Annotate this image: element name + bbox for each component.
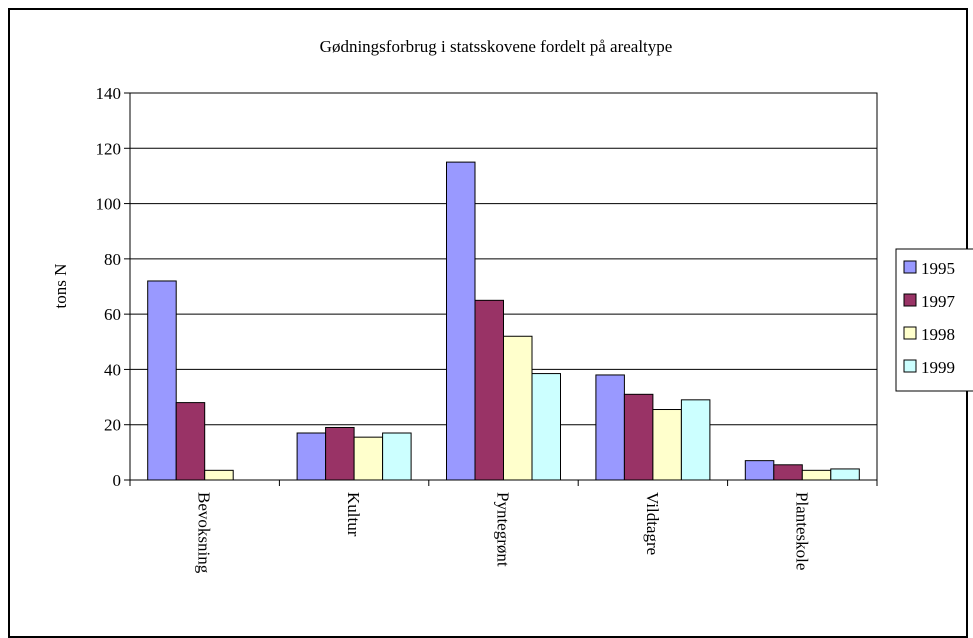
bar-1999-2 <box>382 432 412 481</box>
x-tick-label: Vildtagre <box>643 492 662 555</box>
x-tick-label: Kultur <box>344 492 363 537</box>
y-tick-label: 80 <box>104 250 121 269</box>
bar-1995-4 <box>595 374 625 481</box>
legend-swatch <box>903 326 917 340</box>
y-tick-label: 0 <box>113 471 122 490</box>
x-tick-label: Planteskole <box>792 492 811 570</box>
y-tick-label: 140 <box>96 84 122 103</box>
legend-swatch <box>903 359 917 373</box>
legend-swatch <box>903 293 917 307</box>
bar-1999-4 <box>680 399 711 481</box>
bar-1997-1 <box>175 402 206 481</box>
bar-1999-3 <box>531 373 561 481</box>
y-tick-label: 20 <box>104 416 121 435</box>
legend-label: 1997 <box>921 292 956 311</box>
bar-1995-2 <box>296 432 327 481</box>
plot-area: 0 20 40 60 80 100 120 140 Bevoksning Kultur Pynteg… <box>96 84 878 574</box>
legend-label: 1998 <box>921 325 955 344</box>
bar-1998-3 <box>503 335 533 481</box>
y-tick-label: 40 <box>104 360 121 379</box>
legend: 1995 1997 1998 1999 <box>895 248 973 392</box>
y-axis-title: tons N <box>51 264 70 309</box>
bar-1998-1 <box>204 469 234 481</box>
bar-1999-5 <box>830 468 860 481</box>
x-tick-label: Bevoksning <box>195 492 214 574</box>
bar-1995-3 <box>446 161 476 481</box>
bar-1998-2 <box>353 436 384 481</box>
bar-1997-4 <box>623 393 654 481</box>
y-tick-label: 100 <box>96 195 122 214</box>
y-tick-label: 60 <box>104 305 121 324</box>
bar-1997-5 <box>773 464 803 481</box>
bar-1995-1 <box>147 280 177 481</box>
y-tick-label: 120 <box>96 139 122 158</box>
bar-1995-5 <box>744 460 775 481</box>
x-tick-label: Pyntegrønt <box>494 492 513 567</box>
legend-label: 1995 <box>921 259 955 278</box>
bar-1998-5 <box>801 469 832 481</box>
legend-label: 1999 <box>921 358 955 377</box>
legend-swatch <box>903 260 917 274</box>
bar-1997-3 <box>474 299 504 481</box>
bar-1998-4 <box>652 409 682 481</box>
bar-1997-2 <box>325 426 355 481</box>
chart-title: Gødningsforbrug i statsskovene fordelt p… <box>320 37 673 56</box>
